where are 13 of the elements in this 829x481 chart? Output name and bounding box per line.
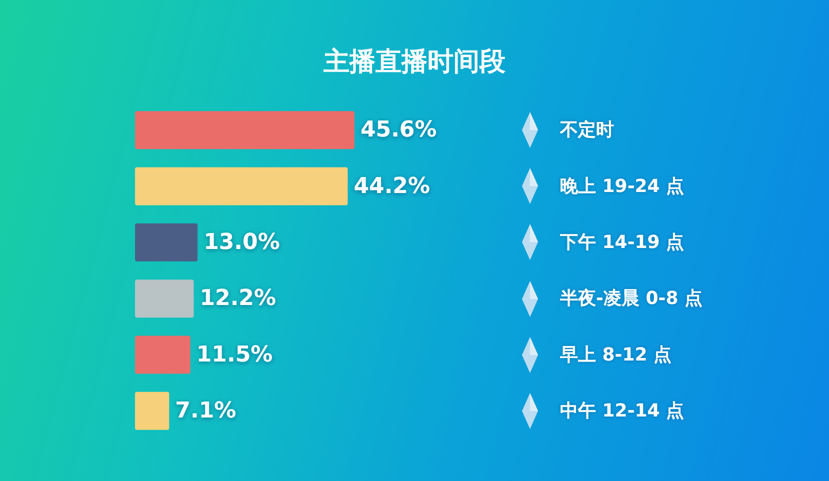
y-tick-label: 中午 12-14 点 <box>560 400 684 422</box>
y-tick-label: 早上 8-12 点 <box>559 344 672 366</box>
y-tick-label: 不定时 <box>559 120 614 141</box>
y-tick-label: 半夜-凌晨 0-8 点 <box>559 288 703 310</box>
data-label: 44.2% <box>354 174 430 199</box>
data-label: 45.6% <box>360 118 437 143</box>
data-label: 7.1% <box>175 398 236 424</box>
data-label: 12.2% <box>200 286 276 312</box>
text: 主播直播时间段 <box>322 47 506 77</box>
data-label: 13.0% <box>204 230 280 255</box>
data-label: 11.5% <box>196 342 273 368</box>
y-tick-label: 下午 14-19 点 <box>559 232 684 253</box>
y-tick-label: 晚上 19-24 点 <box>560 176 684 197</box>
